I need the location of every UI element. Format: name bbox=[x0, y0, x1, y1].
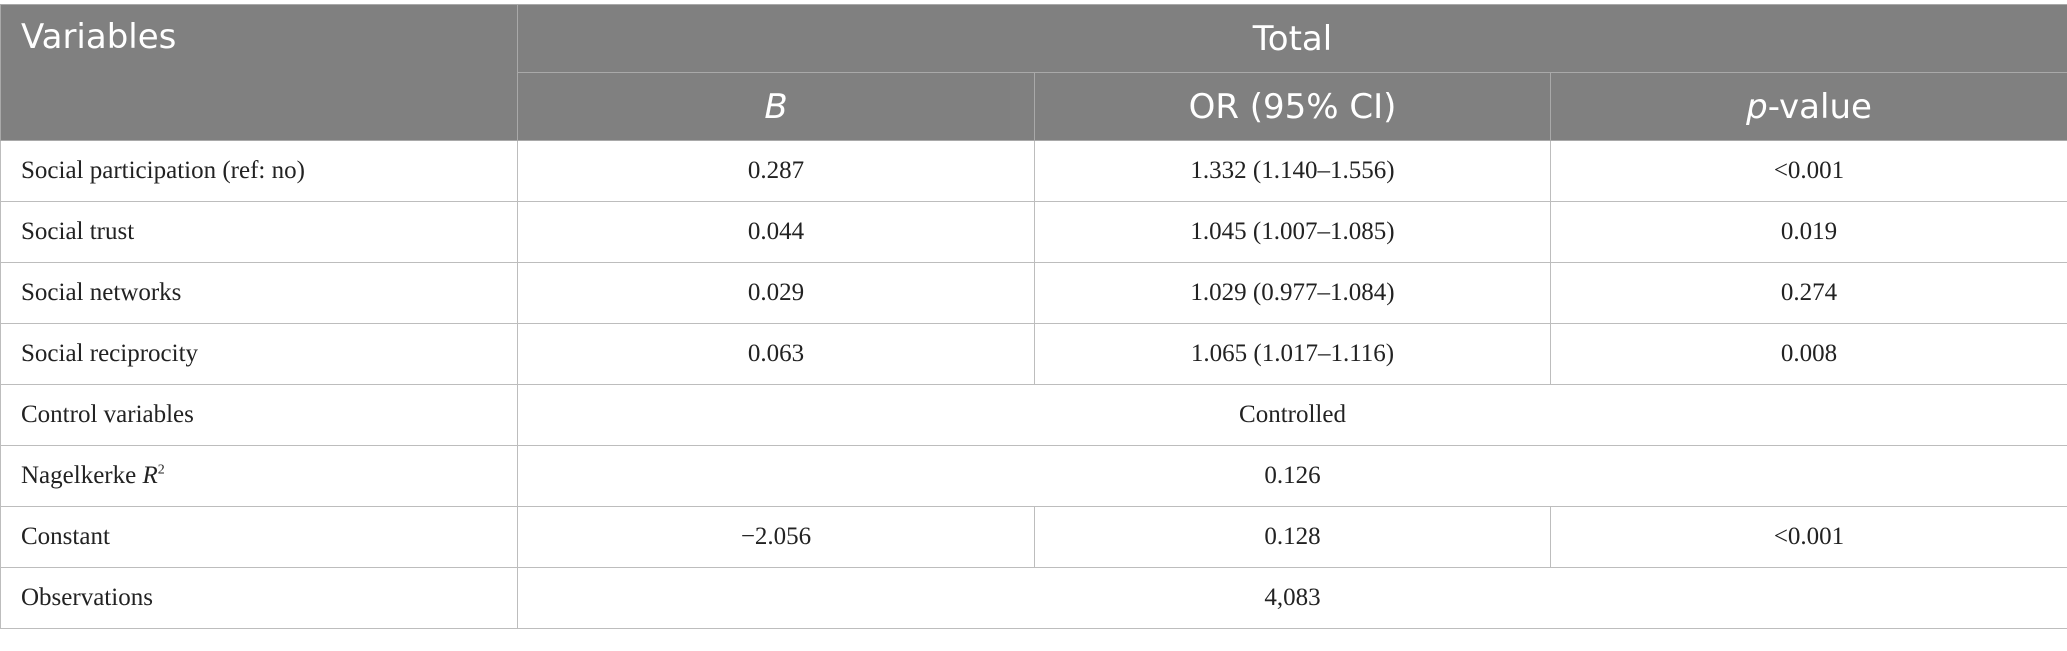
regression-table: Variables Total B OR (95% CI) p-value So… bbox=[0, 4, 2067, 629]
b-cell: 0.044 bbox=[517, 201, 1035, 263]
p-header-italic: p bbox=[1746, 86, 1768, 127]
observations-label: Observations bbox=[0, 567, 518, 629]
p-cell: 0.274 bbox=[1549, 262, 2067, 324]
constant-label: Constant bbox=[0, 506, 518, 568]
b-header-text: B bbox=[764, 86, 788, 127]
or-ci-header: OR (95% CI) bbox=[1034, 72, 1551, 141]
control-label: Control variables bbox=[0, 384, 518, 446]
r2-label-sup: 2 bbox=[157, 462, 165, 478]
table-row: Social participation (ref: no) 0.287 1.3… bbox=[0, 140, 2067, 202]
or-cell: 1.045 (1.007–1.085) bbox=[1034, 201, 1551, 263]
constant-b: −2.056 bbox=[517, 506, 1035, 568]
or-cell: 1.065 (1.017–1.116) bbox=[1034, 323, 1551, 385]
observations-row: Observations 4,083 bbox=[0, 567, 2067, 629]
row-label: Social networks bbox=[0, 262, 518, 324]
variables-header: Variables bbox=[0, 4, 518, 141]
table-row: Social trust 0.044 1.045 (1.007–1.085) 0… bbox=[0, 201, 2067, 263]
r2-label-prefix: Nagelkerke bbox=[21, 462, 143, 489]
b-cell: 0.287 bbox=[517, 140, 1035, 202]
constant-row: Constant −2.056 0.128 <0.001 bbox=[0, 506, 2067, 568]
b-cell: 0.063 bbox=[517, 323, 1035, 385]
p-cell: 0.019 bbox=[1549, 201, 2067, 263]
total-header: Total bbox=[516, 4, 2067, 73]
or-cell: 1.029 (0.977–1.084) bbox=[1034, 262, 1551, 324]
r2-row: Nagelkerke R2 0.126 bbox=[0, 445, 2067, 507]
table-row: Social networks 0.029 1.029 (0.977–1.084… bbox=[0, 262, 2067, 324]
or-cell: 1.332 (1.140–1.556) bbox=[1034, 140, 1551, 202]
header-row-1: Variables Total bbox=[0, 4, 2067, 141]
constant-p: <0.001 bbox=[1549, 506, 2067, 568]
control-value: Controlled bbox=[516, 384, 2067, 446]
row-label: Social participation (ref: no) bbox=[0, 140, 518, 202]
observations-value: 4,083 bbox=[516, 567, 2067, 629]
b-cell: 0.029 bbox=[517, 262, 1035, 324]
p-cell: 0.008 bbox=[1549, 323, 2067, 385]
p-cell: <0.001 bbox=[1549, 140, 2067, 202]
constant-or: 0.128 bbox=[1034, 506, 1551, 568]
p-header-suffix: -value bbox=[1767, 86, 1872, 127]
b-header: B bbox=[517, 72, 1035, 141]
p-value-header: p-value bbox=[1549, 72, 2067, 141]
row-label: Social reciprocity bbox=[0, 323, 518, 385]
table-row: Social reciprocity 0.063 1.065 (1.017–1.… bbox=[0, 323, 2067, 385]
header-row-2: B OR (95% CI) p-value bbox=[1, 72, 2067, 141]
row-label: Social trust bbox=[0, 201, 518, 263]
control-row: Control variables Controlled bbox=[0, 384, 2067, 446]
r2-label: Nagelkerke R2 bbox=[0, 445, 518, 507]
r2-label-var: R bbox=[142, 462, 158, 489]
r2-value: 0.126 bbox=[516, 445, 2067, 507]
